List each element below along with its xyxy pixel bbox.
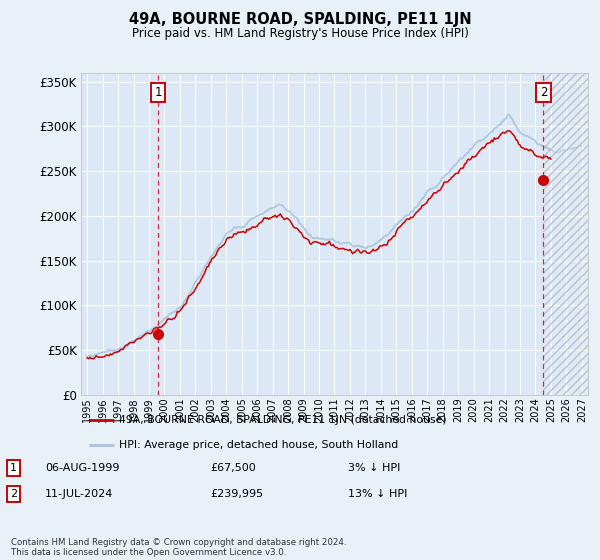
Text: £67,500: £67,500 bbox=[210, 463, 256, 473]
Text: 49A, BOURNE ROAD, SPALDING, PE11 1JN (detached house): 49A, BOURNE ROAD, SPALDING, PE11 1JN (de… bbox=[119, 414, 446, 424]
Text: Price paid vs. HM Land Registry's House Price Index (HPI): Price paid vs. HM Land Registry's House … bbox=[131, 27, 469, 40]
Text: 1: 1 bbox=[154, 86, 162, 99]
Text: 2: 2 bbox=[10, 489, 17, 499]
Text: £239,995: £239,995 bbox=[210, 489, 263, 499]
Text: 06-AUG-1999: 06-AUG-1999 bbox=[45, 463, 119, 473]
Text: 1: 1 bbox=[10, 463, 17, 473]
Text: 13% ↓ HPI: 13% ↓ HPI bbox=[348, 489, 407, 499]
Text: Contains HM Land Registry data © Crown copyright and database right 2024.
This d: Contains HM Land Registry data © Crown c… bbox=[11, 538, 346, 557]
Text: HPI: Average price, detached house, South Holland: HPI: Average price, detached house, Sout… bbox=[119, 440, 398, 450]
Text: 49A, BOURNE ROAD, SPALDING, PE11 1JN: 49A, BOURNE ROAD, SPALDING, PE11 1JN bbox=[128, 12, 472, 27]
Text: 11-JUL-2024: 11-JUL-2024 bbox=[45, 489, 113, 499]
Text: 2: 2 bbox=[540, 86, 547, 99]
Text: 3% ↓ HPI: 3% ↓ HPI bbox=[348, 463, 400, 473]
